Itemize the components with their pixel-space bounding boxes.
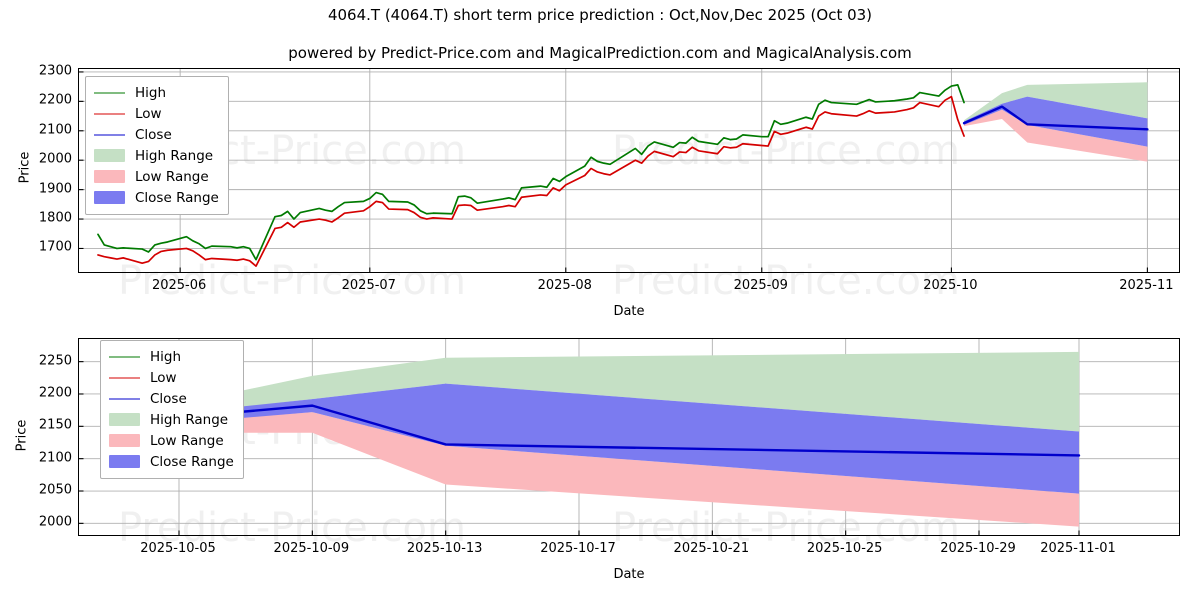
high-range-band — [112, 351, 1080, 432]
top-chart-legend: High Low Close High Range Low Range Close Ran… — [85, 76, 229, 215]
x-axis-tick-label: 2025-10-21 — [673, 541, 750, 556]
x-axis-tick-label: 2025-09 — [733, 278, 788, 293]
y-axis-tick-label: 1700 — [38, 239, 72, 255]
legend-label: High Range — [150, 411, 229, 428]
chart-title: 4064.T (4064.T) short term price predict… — [327, 6, 873, 24]
x-axis-tick-label: 2025-10-13 — [406, 541, 483, 556]
top-chart-plot-area — [78, 68, 1180, 273]
legend-swatch-low-icon — [94, 107, 125, 120]
bottom-chart-legend-item[interactable]: High — [109, 346, 234, 367]
legend-swatch-close-icon — [109, 392, 140, 405]
legend-label: High Range — [135, 147, 214, 164]
y-axis-tick-label: 2200 — [38, 385, 72, 401]
legend-swatch-low-range-icon — [109, 434, 140, 447]
legend-label: Low Range — [150, 432, 224, 449]
x-axis-tick-label: 2025-10-09 — [273, 541, 350, 556]
bottom-chart-x-axis-label: Date — [613, 567, 645, 582]
y-axis-tick-label: 2250 — [38, 353, 72, 369]
legend-label: Close — [135, 126, 172, 143]
legend-label: Low — [135, 105, 162, 122]
y-axis-tick-label: 2100 — [38, 450, 72, 466]
legend-label: Low — [150, 369, 177, 386]
close-line — [962, 105, 1149, 131]
legend-swatch-close-icon — [94, 128, 125, 141]
legend-swatch-high-icon — [109, 350, 140, 363]
y-axis-tick-label: 1900 — [38, 181, 72, 197]
legend-swatch-close-range-icon — [94, 191, 125, 204]
legend-swatch-high-range-icon — [109, 413, 140, 426]
top-chart-legend-item[interactable]: Close — [94, 124, 219, 145]
top-chart-legend-item[interactable]: Close Range — [94, 187, 219, 208]
x-axis-tick-label: 2025-10-25 — [806, 541, 883, 556]
legend-swatch-low-range-icon — [94, 170, 125, 183]
y-axis-tick-label: 2000 — [38, 514, 72, 530]
x-axis-tick-label: 2025-07 — [341, 278, 396, 293]
low-line — [97, 95, 965, 267]
legend-swatch-close-range-icon — [109, 455, 140, 468]
bottom-chart-legend-item[interactable]: Low — [109, 367, 234, 388]
bottom-chart-legend-item[interactable]: Close — [109, 388, 234, 409]
y-axis-tick-label: 2200 — [38, 92, 72, 108]
top-chart-legend-item[interactable]: Low — [94, 103, 219, 124]
legend-label: High — [135, 84, 167, 101]
bottom-chart-legend-item[interactable]: Close Range — [109, 451, 234, 472]
close-range-band — [964, 96, 1148, 147]
bottom-chart-legend-item[interactable]: Low Range — [109, 430, 234, 451]
x-axis-tick-label: 2025-10-29 — [940, 541, 1016, 556]
x-axis-tick-label: 2025-11-01 — [1040, 541, 1116, 556]
legend-label: Low Range — [135, 168, 209, 185]
y-axis-tick-label: 2300 — [38, 63, 72, 79]
high-line — [97, 84, 965, 261]
legend-swatch-low-icon — [109, 371, 140, 384]
y-axis-tick-label: 2100 — [38, 122, 72, 138]
low-range-band — [964, 109, 1148, 162]
top-chart-legend-item[interactable]: Low Range — [94, 166, 219, 187]
top-chart-x-axis-label: Date — [613, 304, 645, 319]
legend-label: Close Range — [150, 453, 234, 470]
y-axis-tick-label: 2000 — [38, 151, 72, 167]
bottom-chart-legend-item[interactable]: High Range — [109, 409, 234, 430]
legend-label: Close Range — [135, 189, 219, 206]
y-axis-tick-label: 2050 — [38, 482, 72, 498]
top-chart-legend-item[interactable]: High Range — [94, 145, 219, 166]
x-axis-tick-label: 2025-10-05 — [140, 541, 216, 556]
top-chart-legend-item[interactable]: High — [94, 82, 219, 103]
legend-label: High — [150, 348, 182, 365]
x-axis-tick-label: 2025-08 — [537, 278, 592, 293]
low-range-band — [112, 412, 1080, 527]
legend-label: Close — [150, 390, 187, 407]
legend-swatch-high-range-icon — [94, 149, 125, 162]
y-axis-tick-label: 2150 — [38, 417, 72, 433]
legend-swatch-high-icon — [94, 86, 125, 99]
grid-lines — [79, 69, 1179, 272]
bottom-chart-legend: High Low Close High Range Low Range Close Ran… — [100, 340, 244, 479]
x-axis-tick-label: 2025-06 — [151, 278, 207, 293]
x-axis-tick-label: 2025-10-17 — [540, 541, 616, 556]
x-axis-tick-label: 2025-11 — [1119, 278, 1174, 293]
x-axis-tick-label: 2025-10 — [923, 278, 978, 293]
close-range-band — [112, 383, 1080, 494]
y-axis-tick-label: 1800 — [38, 210, 72, 226]
high-range-band — [964, 82, 1148, 123]
chart-subtitle: powered by Predict-Price.com and Magical… — [288, 44, 912, 62]
